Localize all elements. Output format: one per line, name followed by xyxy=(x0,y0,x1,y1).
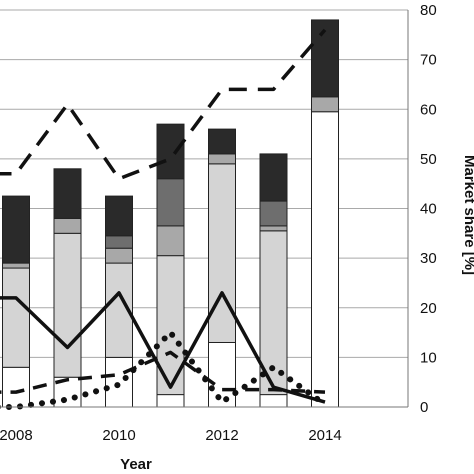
bar-segment xyxy=(208,163,236,343)
bar-segment xyxy=(311,111,339,408)
y-tick-label: 0 xyxy=(420,399,428,416)
bar-segment xyxy=(156,178,185,227)
bar-segment xyxy=(156,123,185,180)
bar-segment xyxy=(105,247,133,264)
bar-segment xyxy=(2,262,30,269)
x-tick-labels: 2008 2010 2012 2014 xyxy=(0,427,342,444)
series-line xyxy=(0,28,327,181)
x-axis-title: Year xyxy=(120,456,152,473)
series-line xyxy=(0,291,326,404)
x-tick-label: 2014 xyxy=(308,427,341,444)
bar-segment xyxy=(105,195,133,237)
y-tick-label: 50 xyxy=(420,151,437,168)
series-lines xyxy=(0,28,328,410)
x-tick-label: 2010 xyxy=(102,427,135,444)
bar-segment xyxy=(259,200,288,227)
bar-segment xyxy=(53,217,82,234)
y-tick-label: 80 xyxy=(420,2,437,19)
bar-segment xyxy=(259,394,288,408)
x-tick-label: 2012 xyxy=(205,427,238,444)
bar-segment xyxy=(208,128,236,155)
y-tick-label: 20 xyxy=(420,300,437,317)
bar-segment xyxy=(208,153,236,165)
bar-segment xyxy=(311,19,339,98)
y-tick-label: 70 xyxy=(420,52,437,69)
bar-segment xyxy=(2,195,30,264)
y-tick-label: 40 xyxy=(420,201,437,218)
bar-segment xyxy=(259,153,288,202)
bars xyxy=(2,19,339,408)
bar-segment xyxy=(311,96,339,113)
bar-segment xyxy=(208,341,236,408)
x-tick-label: 2008 xyxy=(0,427,33,444)
bar-segment xyxy=(105,356,133,408)
y-tick-labels: 0 10 20 30 40 50 60 70 80 xyxy=(420,2,437,416)
bar-segment xyxy=(156,255,185,396)
series-line xyxy=(0,350,326,394)
bar-segment xyxy=(156,394,185,408)
bar-segment xyxy=(259,225,288,232)
bar-segment xyxy=(2,366,30,408)
bar-segment xyxy=(53,168,82,219)
y-tick-label: 10 xyxy=(420,349,437,366)
y-tick-label: 60 xyxy=(420,101,437,118)
series-line xyxy=(0,329,328,410)
y-tick-label: 30 xyxy=(420,250,437,267)
bar-segment xyxy=(105,235,133,249)
y-axis-title: Market share [%] xyxy=(461,155,474,275)
bar-segment xyxy=(2,267,30,368)
bar-segment xyxy=(156,225,185,257)
bar-segment xyxy=(53,376,82,408)
bar-segment xyxy=(53,232,82,378)
